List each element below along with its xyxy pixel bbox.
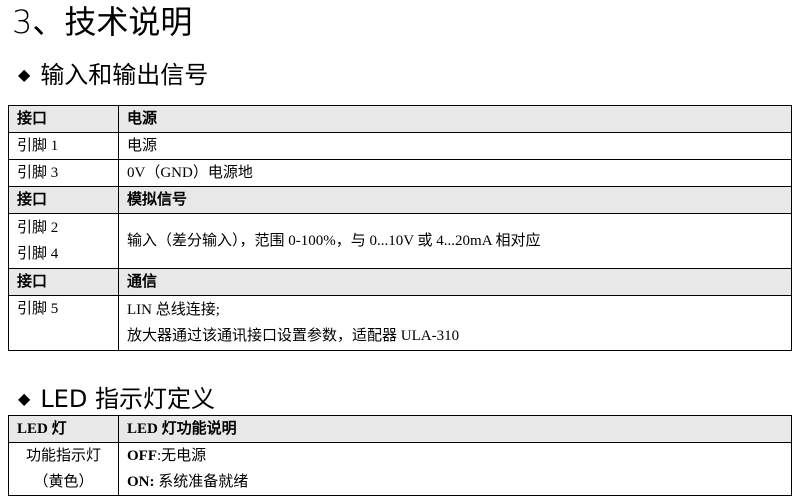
cell: 电源 (118, 132, 792, 160)
cell: 接口 (8, 186, 119, 214)
cell: 引脚 1 (8, 132, 119, 160)
diamond-bullet-icon: ◆ (18, 389, 31, 408)
io-signal-table: 接口 电源 引脚 1 电源 引脚 3 0V（GND）电源地 接口 模拟信号 引脚 2 引脚… (8, 105, 792, 351)
cell: 接口 (8, 268, 119, 296)
cell: 接口 (8, 105, 119, 133)
diamond-bullet-icon: ◆ (18, 65, 31, 84)
cell: LIN 总线连接; 放大器通过该通讯接口设置参数，适配器 ULA-310 (118, 295, 792, 351)
cell: 引脚 5 (8, 295, 119, 351)
led-table: LED 灯 LED 灯功能说明 功能指示灯 （黄色） OFF:无电源 ON: 系统准备… (8, 415, 792, 496)
cell: LED 灯功能说明 (118, 415, 792, 443)
cell: 引脚 2 引脚 4 (8, 213, 119, 269)
cell: 电源 (118, 105, 792, 133)
cell: 0V（GND）电源地 (118, 159, 792, 187)
cell: 模拟信号 (118, 186, 792, 214)
section-heading-led: ◆ LED 指示灯定义 (18, 385, 215, 413)
cell: LED 灯 (8, 415, 119, 443)
cell: 引脚 3 (8, 159, 119, 187)
cell: OFF:无电源 ON: 系统准备就绪 (118, 442, 792, 496)
cell: 输入（差分输入），范围 0-100%，与 0...10V 或 4...20mA … (118, 213, 792, 269)
cell: 功能指示灯 （黄色） (8, 442, 119, 496)
page-title: 3、技术说明 (12, 3, 193, 41)
section-heading-io: ◆ 输入和输出信号 (18, 61, 209, 89)
cell: 通信 (118, 268, 792, 296)
